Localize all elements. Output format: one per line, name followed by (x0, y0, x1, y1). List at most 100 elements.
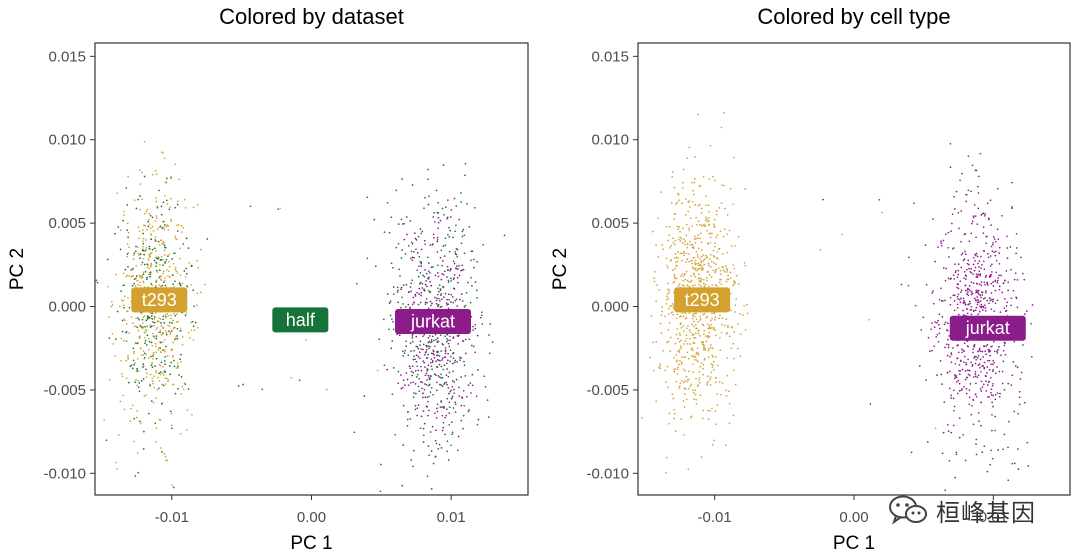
data-point-half (154, 239, 157, 241)
data-point-half (150, 315, 153, 317)
data-point-t293 (174, 337, 177, 340)
data-point-jurkat (967, 259, 970, 262)
data-point-jurkat (965, 363, 968, 366)
data-point-t293 (167, 270, 170, 273)
data-point-t293 (675, 333, 678, 336)
data-point-half (163, 244, 166, 247)
data-point-jurkat (974, 371, 977, 373)
data-point-t293 (155, 441, 157, 443)
data-point-t293 (116, 467, 118, 470)
data-point-half (146, 316, 149, 319)
data-point-jurkat (957, 269, 960, 272)
data-point-jurkat (948, 459, 951, 462)
data-point-jurkat (949, 296, 952, 299)
data-point-jurkat (406, 233, 408, 236)
data-point-jurkat (964, 301, 966, 304)
data-point-t293 (699, 223, 701, 226)
data-point-t293 (713, 327, 715, 329)
data-point-t293 (691, 246, 694, 249)
data-point-half (179, 330, 182, 332)
data-point-jurkat (426, 357, 429, 359)
data-point-jurkat (972, 263, 975, 266)
data-point-jurkat (964, 378, 967, 381)
data-point-t293 (733, 156, 735, 159)
data-point-jurkat (972, 282, 975, 285)
y-tick-label: 0.005 (591, 215, 629, 232)
data-point-jurkat (986, 235, 988, 238)
data-point-t293 (683, 254, 685, 257)
data-point-half (145, 368, 147, 371)
data-point-t293 (137, 329, 140, 332)
data-point-jurkat (968, 285, 971, 287)
data-point-half (423, 289, 426, 292)
data-point-jurkat (988, 297, 991, 299)
data-point-t293 (655, 244, 657, 246)
data-point-jurkat (1012, 289, 1015, 292)
data-point-jurkat (977, 374, 980, 377)
data-point-half (165, 199, 168, 202)
data-point-jurkat (414, 293, 417, 296)
data-point-jurkat (425, 297, 428, 300)
data-point-t293 (149, 227, 152, 229)
data-point-half (417, 385, 420, 388)
data-point-t293 (138, 337, 141, 339)
data-point-half (410, 350, 412, 352)
data-point-half (146, 263, 149, 266)
data-point-jurkat (436, 337, 439, 339)
data-point-half (164, 260, 167, 263)
data-point-t293 (695, 377, 697, 380)
data-point-jurkat (989, 354, 991, 357)
data-point-jurkat (982, 383, 985, 386)
y-tick-label: 0.010 (48, 132, 86, 149)
data-point-jurkat (1016, 279, 1019, 281)
data-point-t293 (688, 329, 691, 331)
data-point-t293 (680, 345, 682, 348)
data-point-jurkat (953, 309, 956, 312)
data-point-jurkat (411, 365, 414, 368)
data-point-t293 (672, 171, 674, 174)
data-point-jurkat (999, 311, 1002, 313)
data-point-half (424, 303, 427, 305)
data-point-half (142, 366, 144, 368)
data-point-t293 (684, 370, 687, 372)
data-point-jurkat (400, 286, 403, 289)
data-point-t293 (658, 366, 660, 369)
data-point-jurkat (957, 379, 960, 382)
data-point-half (475, 289, 478, 292)
data-point-jurkat (959, 301, 962, 304)
data-point-jurkat (417, 303, 420, 306)
data-point-half (442, 285, 444, 288)
data-point-half (436, 211, 439, 214)
data-point-half (117, 226, 120, 228)
data-point-jurkat (962, 361, 965, 364)
data-point-t293 (153, 336, 156, 339)
data-point-t293 (681, 252, 684, 255)
data-point-half (444, 335, 447, 338)
data-point-jurkat (429, 300, 432, 303)
data-point-half (164, 246, 167, 249)
data-point-t293 (672, 313, 675, 316)
data-point-t293 (155, 285, 157, 287)
data-point-half (455, 298, 458, 301)
data-point-t293 (712, 356, 714, 358)
data-point-jurkat (440, 249, 443, 252)
data-point-jurkat (900, 283, 903, 286)
data-point-jurkat (998, 370, 1001, 373)
data-point-t293 (145, 353, 148, 356)
data-point-t293 (697, 113, 699, 116)
data-point-half (446, 450, 448, 453)
data-point-t293 (692, 284, 694, 287)
data-point-jurkat (422, 396, 424, 399)
data-point-t293 (172, 319, 174, 322)
data-point-t293 (694, 177, 696, 180)
data-point-t293 (167, 229, 170, 231)
data-point-jurkat (963, 299, 965, 302)
data-point-t293 (744, 188, 746, 190)
data-point-jurkat (422, 441, 425, 443)
data-point-t293 (721, 323, 723, 326)
data-point-half (176, 203, 179, 206)
data-point-jurkat (1012, 361, 1015, 363)
data-point-half (427, 414, 429, 417)
data-point-t293 (661, 244, 663, 246)
data-point-jurkat (983, 268, 986, 271)
